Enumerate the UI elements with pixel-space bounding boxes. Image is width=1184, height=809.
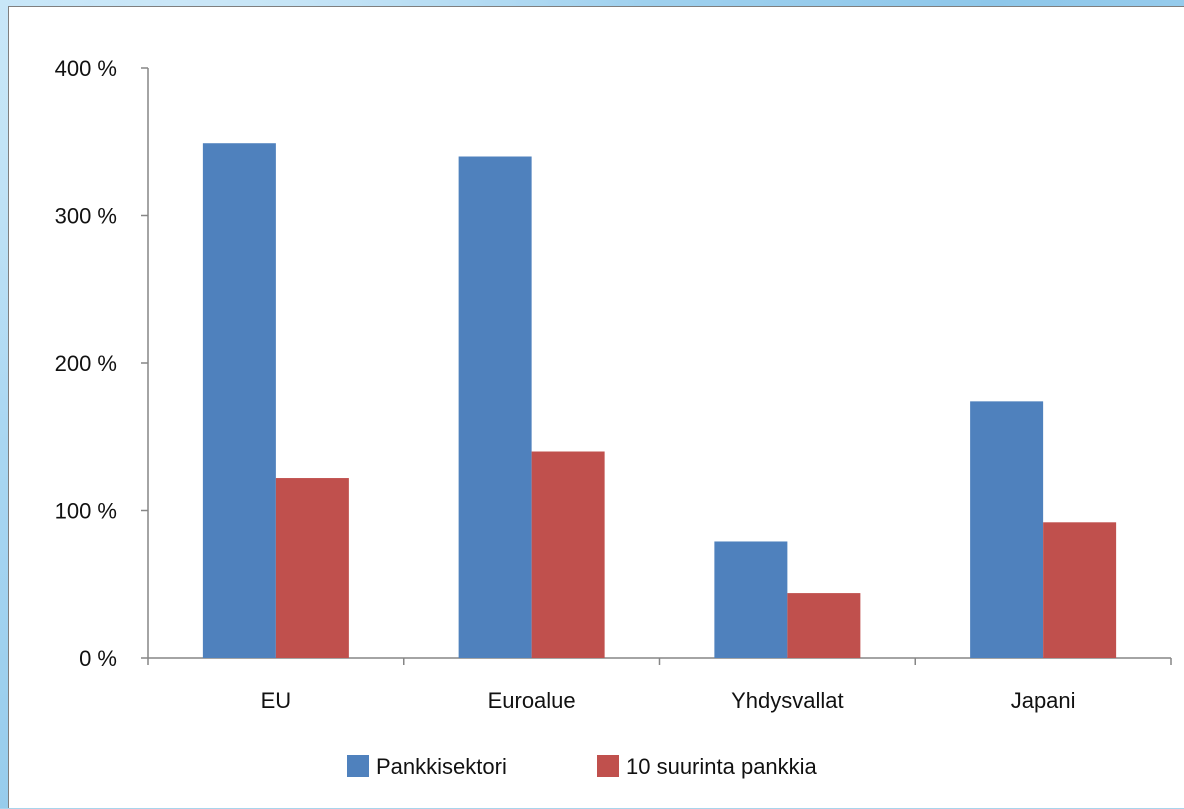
legend-pankkisektori-swatch <box>347 755 369 777</box>
suurinta-pankkia-bar <box>1043 522 1117 658</box>
y-tick-label: 200 % <box>55 351 117 376</box>
x-category-label: Japani <box>1011 688 1076 713</box>
suurinta-pankkia-bar <box>787 593 861 658</box>
legend-pankkisektori-label: Pankkisektori <box>376 754 507 779</box>
pankkisektori-bar <box>970 401 1044 658</box>
y-tick-label: 0 % <box>79 646 117 671</box>
y-tick-label: 400 % <box>55 56 117 81</box>
y-tick-label: 100 % <box>55 499 117 524</box>
pankkisektori-bar <box>202 143 276 659</box>
pankkisektori-bar <box>458 156 532 658</box>
bar-chart: 0 % 100 % 200 % 300 % 400 % EU Euroalue Yhdysva… <box>55 56 1172 779</box>
legend-10-suurinta-pankkia-swatch <box>597 755 619 777</box>
pankkisektori-bar <box>714 541 788 658</box>
x-category-label: Euroalue <box>488 688 576 713</box>
suurinta-pankkia-bar <box>531 451 605 658</box>
y-tick-label: 300 % <box>55 204 117 229</box>
suurinta-pankkia-bar <box>275 478 349 658</box>
legend-10-suurinta-pankkia-label: 10 suurinta pankkia <box>626 754 818 779</box>
x-category-label: Yhdysvallat <box>731 688 844 713</box>
chart-panel: 0 % 100 % 200 % 300 % 400 % EU Euroalue Yhdysva… <box>8 6 1184 808</box>
x-category-label: EU <box>261 688 292 713</box>
